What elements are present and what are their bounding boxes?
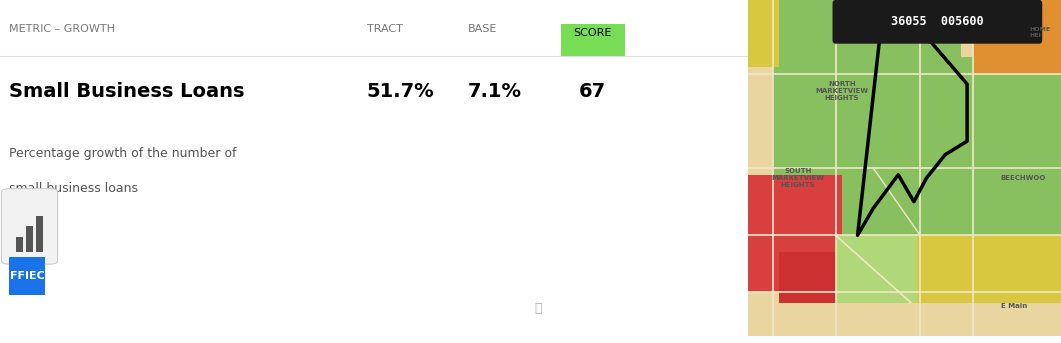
FancyBboxPatch shape [8, 257, 45, 295]
Text: TRACT: TRACT [366, 24, 402, 34]
Text: Small Business Loans: Small Business Loans [8, 82, 244, 101]
Text: METRIC – GROWTH: METRIC – GROWTH [8, 24, 115, 34]
Text: Percentage growth of the number of: Percentage growth of the number of [8, 147, 237, 161]
Bar [17, 237, 23, 252]
FancyBboxPatch shape [1, 189, 57, 264]
Text: E Main: E Main [1001, 303, 1027, 309]
FancyBboxPatch shape [833, 0, 1042, 44]
Bar [36, 216, 42, 252]
Text: 67: 67 [579, 82, 606, 101]
Bar [920, 57, 1061, 242]
Bar [973, 0, 1061, 74]
Bar [904, 235, 1061, 303]
Text: FFIEC: FFIEC [10, 271, 45, 281]
Bar [836, 235, 917, 303]
Bar [779, 252, 842, 303]
Text: SCORE: SCORE [574, 28, 612, 38]
Bar [748, 0, 779, 67]
Bar [773, 0, 961, 235]
FancyBboxPatch shape [561, 24, 625, 56]
Text: HOME
HEI: HOME HEI [1029, 27, 1050, 38]
Text: SOUTH
MARKETVIEW
HEIGHTS: SOUTH MARKETVIEW HEIGHTS [771, 168, 824, 188]
Text: BEECHWOO: BEECHWOO [1001, 175, 1046, 181]
Text: 7.1%: 7.1% [468, 82, 522, 101]
Text: BASE: BASE [468, 24, 497, 34]
Text: 36055  005600: 36055 005600 [891, 15, 984, 28]
Text: ⓘ: ⓘ [535, 302, 542, 315]
Text: NORTH
MARKETVIEW
HEIGHTS: NORTH MARKETVIEW HEIGHTS [815, 81, 869, 101]
Bar [27, 226, 33, 252]
Text: small business loans: small business loans [8, 182, 138, 195]
Text: 51.7%: 51.7% [366, 82, 434, 101]
Bar [748, 175, 842, 293]
